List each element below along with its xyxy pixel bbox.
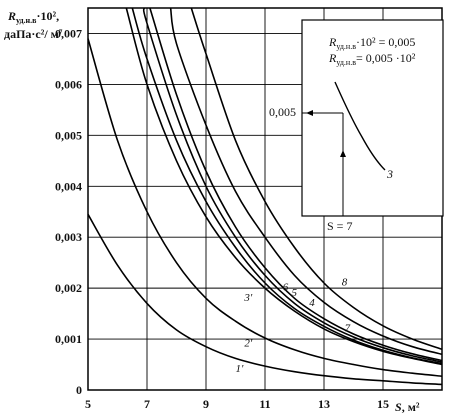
y-tick-label: 0,006	[55, 77, 82, 91]
x-tick-label: 13	[318, 397, 330, 411]
inset-f2-sub: уд.н.в	[336, 58, 356, 67]
y-label-mult: ·10²,	[37, 9, 60, 23]
inset-panel: Rуд.н.в·10² = 0,005 Rуд.н.в= 0,005 ·10² …	[269, 19, 444, 233]
x-label-var: S	[395, 400, 402, 414]
x-tick-label: 7	[144, 397, 150, 411]
curve-label: 5	[292, 287, 298, 299]
inset-f2-var: R	[328, 51, 337, 65]
curve-label: 7	[345, 322, 351, 334]
x-tick-label: 5	[85, 397, 91, 411]
curves	[87, 7, 443, 386]
y-tick-label: 0,002	[55, 281, 82, 295]
y-tick-labels: 0 0,001 0,002 0,003 0,004 0,005 0,006 0,007	[55, 26, 82, 397]
curve-label: 8	[342, 277, 348, 289]
y-tick-label: 0	[76, 383, 82, 397]
inset-formula-2: Rуд.н.в= 0,005 ·10²	[328, 51, 416, 67]
x-tick-labels: 5 7 9 11 13 15	[85, 397, 389, 411]
curve-8	[190, 7, 443, 351]
y-tick-label: 0,007	[55, 26, 82, 40]
inset-arrow-up	[340, 150, 346, 157]
curve-1	[87, 213, 443, 386]
y-tick-label: 0,005	[55, 128, 82, 142]
curve-label: 3'	[243, 292, 253, 304]
curve-label: 1'	[236, 363, 245, 375]
inset-f1-sub: уд.н.в	[336, 42, 356, 51]
curve-3	[125, 7, 443, 366]
x-tick-label: 9	[203, 397, 209, 411]
y-axis-label: Rуд.н.в·10²,	[7, 9, 59, 25]
x-tick-label: 11	[259, 397, 270, 411]
inset-y-value-label: 0,005	[269, 105, 296, 119]
curve-5	[142, 7, 443, 363]
inset-arrow-left	[306, 110, 313, 116]
curve-7	[169, 7, 443, 356]
inset-curve-label: 3	[386, 167, 393, 181]
curve-2	[87, 38, 443, 377]
curve-4	[131, 7, 443, 365]
inset-curve-3	[334, 81, 386, 171]
inset-f1-var: R	[328, 35, 337, 49]
x-tick-label: 15	[377, 397, 389, 411]
curve-label: 6	[283, 282, 289, 294]
y-axis-unit: даПа·с²/ м⁷	[4, 27, 63, 41]
x-label-unit: , м²	[402, 400, 420, 414]
inset-f2-rest: = 0,005 ·10²	[356, 51, 416, 65]
inset-x-value-label: S = 7	[327, 219, 352, 233]
y-tick-label: 0,001	[55, 332, 82, 346]
inset-formula-1: Rуд.н.в·10² = 0,005	[328, 35, 415, 51]
inset-frame	[301, 19, 444, 217]
y-tick-label: 0,004	[55, 179, 82, 193]
curve-label: 2'	[244, 338, 253, 350]
inset-f1-rest: ·10² = 0,005	[356, 35, 415, 49]
y-label-sub: уд.н.в	[16, 16, 37, 25]
curve-label: 4	[309, 297, 315, 309]
curve-6	[149, 7, 443, 362]
curve-labels: 1' 2' 3' 6 54 8 7	[236, 277, 351, 376]
x-axis-label: S, м²	[395, 400, 420, 414]
y-label-var: R	[7, 9, 16, 23]
y-tick-label: 0,003	[55, 230, 82, 244]
